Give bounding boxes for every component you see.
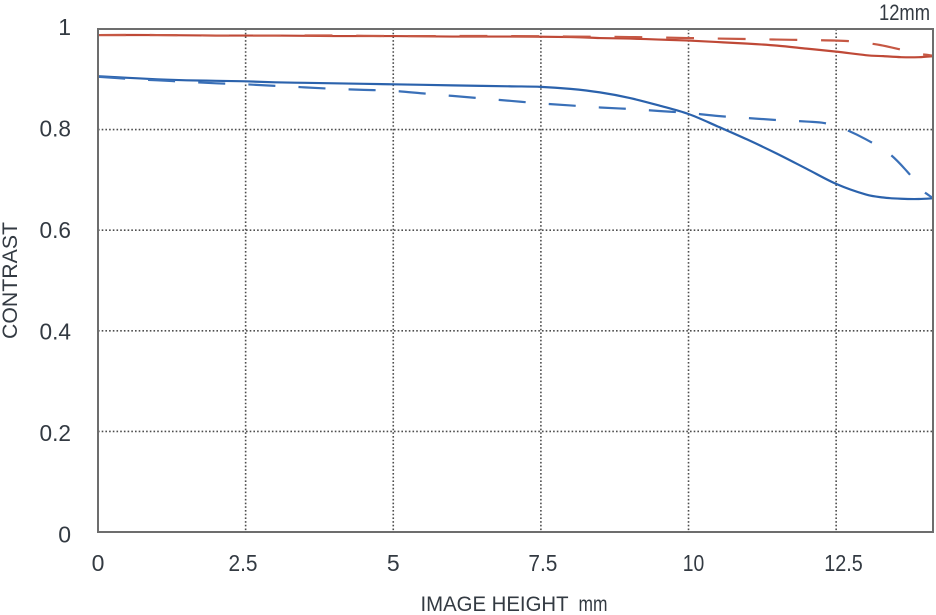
- y-tick-label-0.2: 0.2: [40, 420, 72, 446]
- curve-contrast-10lpmm-meridional-dashed: [97, 33, 934, 57]
- y-tick-label-0.6: 0.6: [40, 217, 72, 243]
- curve-contrast-10lpmm-sagittal-solid: [97, 33, 934, 59]
- x-tick-label-7.5: 7.5: [528, 550, 557, 576]
- y-tick-label-0.4: 0.4: [40, 318, 72, 344]
- curves: [97, 33, 934, 201]
- x-tick-label-10: 10: [683, 550, 705, 576]
- x-tick-label-12.5: 12.5: [824, 550, 863, 576]
- gridlines: [98, 29, 933, 532]
- y-axis-title: CONTRAST: [0, 222, 22, 339]
- curve-contrast-30lpmm-sagittal-solid: [97, 75, 934, 201]
- y-tick-label-1: 1: [58, 14, 71, 40]
- x-axis-tick-labels: 0 2.5 5 7.5 10 12.5: [92, 550, 863, 576]
- y-tick-label-0: 0: [58, 521, 71, 547]
- x-tick-label-0: 0: [92, 550, 105, 576]
- plot-frame: [97, 28, 934, 533]
- chart-title-focal-length: 12mm: [879, 0, 930, 25]
- x-axis-title-text: IMAGE HEIGHT: [421, 592, 569, 615]
- y-axis-tick-labels: 0 0.2 0.4 0.6 0.8 1: [40, 14, 72, 547]
- x-tick-label-2.5: 2.5: [229, 550, 258, 576]
- curve-contrast-30lpmm-meridional-dashed: [97, 75, 934, 199]
- x-axis-title: IMAGE HEIGHT mm: [421, 592, 608, 615]
- x-tick-label-5: 5: [387, 550, 400, 576]
- y-tick-label-0.8: 0.8: [40, 116, 72, 142]
- x-axis-title-unit: mm: [579, 592, 608, 615]
